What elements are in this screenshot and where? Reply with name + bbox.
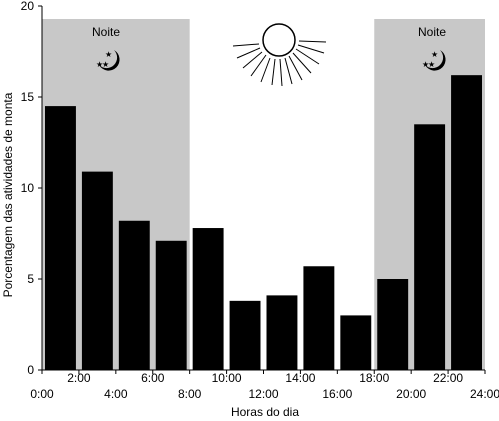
svg-text:★: ★ (428, 60, 435, 69)
y-tick-label-3: 15 (21, 90, 35, 104)
axis-layer: 0 5 10 15 20 2:00 6:00 10:00 14:00 18:00 22:00 0:00… (21, 0, 499, 401)
svg-text:★: ★ (96, 60, 103, 69)
bar-2 (118, 220, 150, 370)
svg-text:★: ★ (431, 50, 438, 59)
bar-6 (266, 295, 298, 370)
bar-5 (229, 300, 261, 370)
y-axis-title: Porcentagem das atividades de monta (1, 92, 15, 297)
bar-layer (45, 75, 482, 370)
moon-stars-icon: ★ ★ ★ (422, 50, 446, 71)
bar-9 (377, 279, 409, 370)
x-tick-label-lower-5: 20:00 (396, 387, 426, 401)
bar-10 (414, 124, 446, 370)
svg-text:★: ★ (105, 50, 112, 59)
y-tick-label-0: 0 (27, 363, 34, 377)
bar-11 (451, 75, 482, 370)
moon-stars-icon: ★ ★ ★ (96, 50, 120, 71)
x-tick-label-lower-4: 16:00 (322, 387, 352, 401)
x-tick-label-upper-2: 10:00 (212, 371, 242, 385)
night-label-left: Noite (92, 25, 120, 39)
x-tick-label-upper-5: 22:00 (433, 371, 463, 385)
bar-3 (155, 240, 187, 370)
x-tick-label-lower-2: 8:00 (178, 387, 202, 401)
x-tick-label-lower-6: 24:00 (470, 387, 499, 401)
bar-7 (303, 266, 335, 370)
bar-8 (340, 315, 372, 370)
x-tick-label-upper-4: 18:00 (359, 371, 389, 385)
bar-1 (81, 171, 113, 370)
y-tick-label-2: 10 (21, 181, 35, 195)
svg-text:★: ★ (422, 60, 429, 69)
x-tick-label-lower-3: 12:00 (248, 387, 278, 401)
bar-0 (45, 106, 76, 370)
x-tick-label-lower-0: 0:00 (30, 387, 54, 401)
y-tick-label-1: 5 (27, 272, 34, 286)
bar-4 (192, 228, 224, 370)
x-tick-label-upper-1: 6:00 (141, 371, 165, 385)
x-tick-label-upper-3: 14:00 (285, 371, 315, 385)
y-tick-label-4: 20 (21, 0, 35, 13)
night-label-right: Noite (418, 25, 446, 39)
svg-text:★: ★ (102, 60, 109, 69)
x-axis-title: Horas do dia (231, 405, 299, 419)
x-tick-label-lower-1: 4:00 (104, 387, 128, 401)
x-tick-label-upper-0: 2:00 (67, 371, 91, 385)
sun-icon (232, 23, 327, 87)
